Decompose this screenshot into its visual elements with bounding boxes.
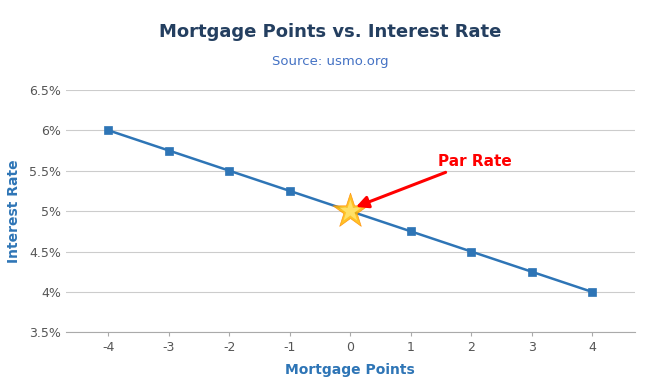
Text: Mortgage Points vs. Interest Rate: Mortgage Points vs. Interest Rate [159, 23, 502, 41]
Point [345, 208, 356, 214]
X-axis label: Mortgage Points: Mortgage Points [286, 363, 415, 377]
Point [345, 208, 356, 214]
Text: Source: usmo.org: Source: usmo.org [272, 55, 389, 68]
Text: Par Rate: Par Rate [359, 154, 512, 207]
Y-axis label: Interest Rate: Interest Rate [7, 159, 21, 263]
